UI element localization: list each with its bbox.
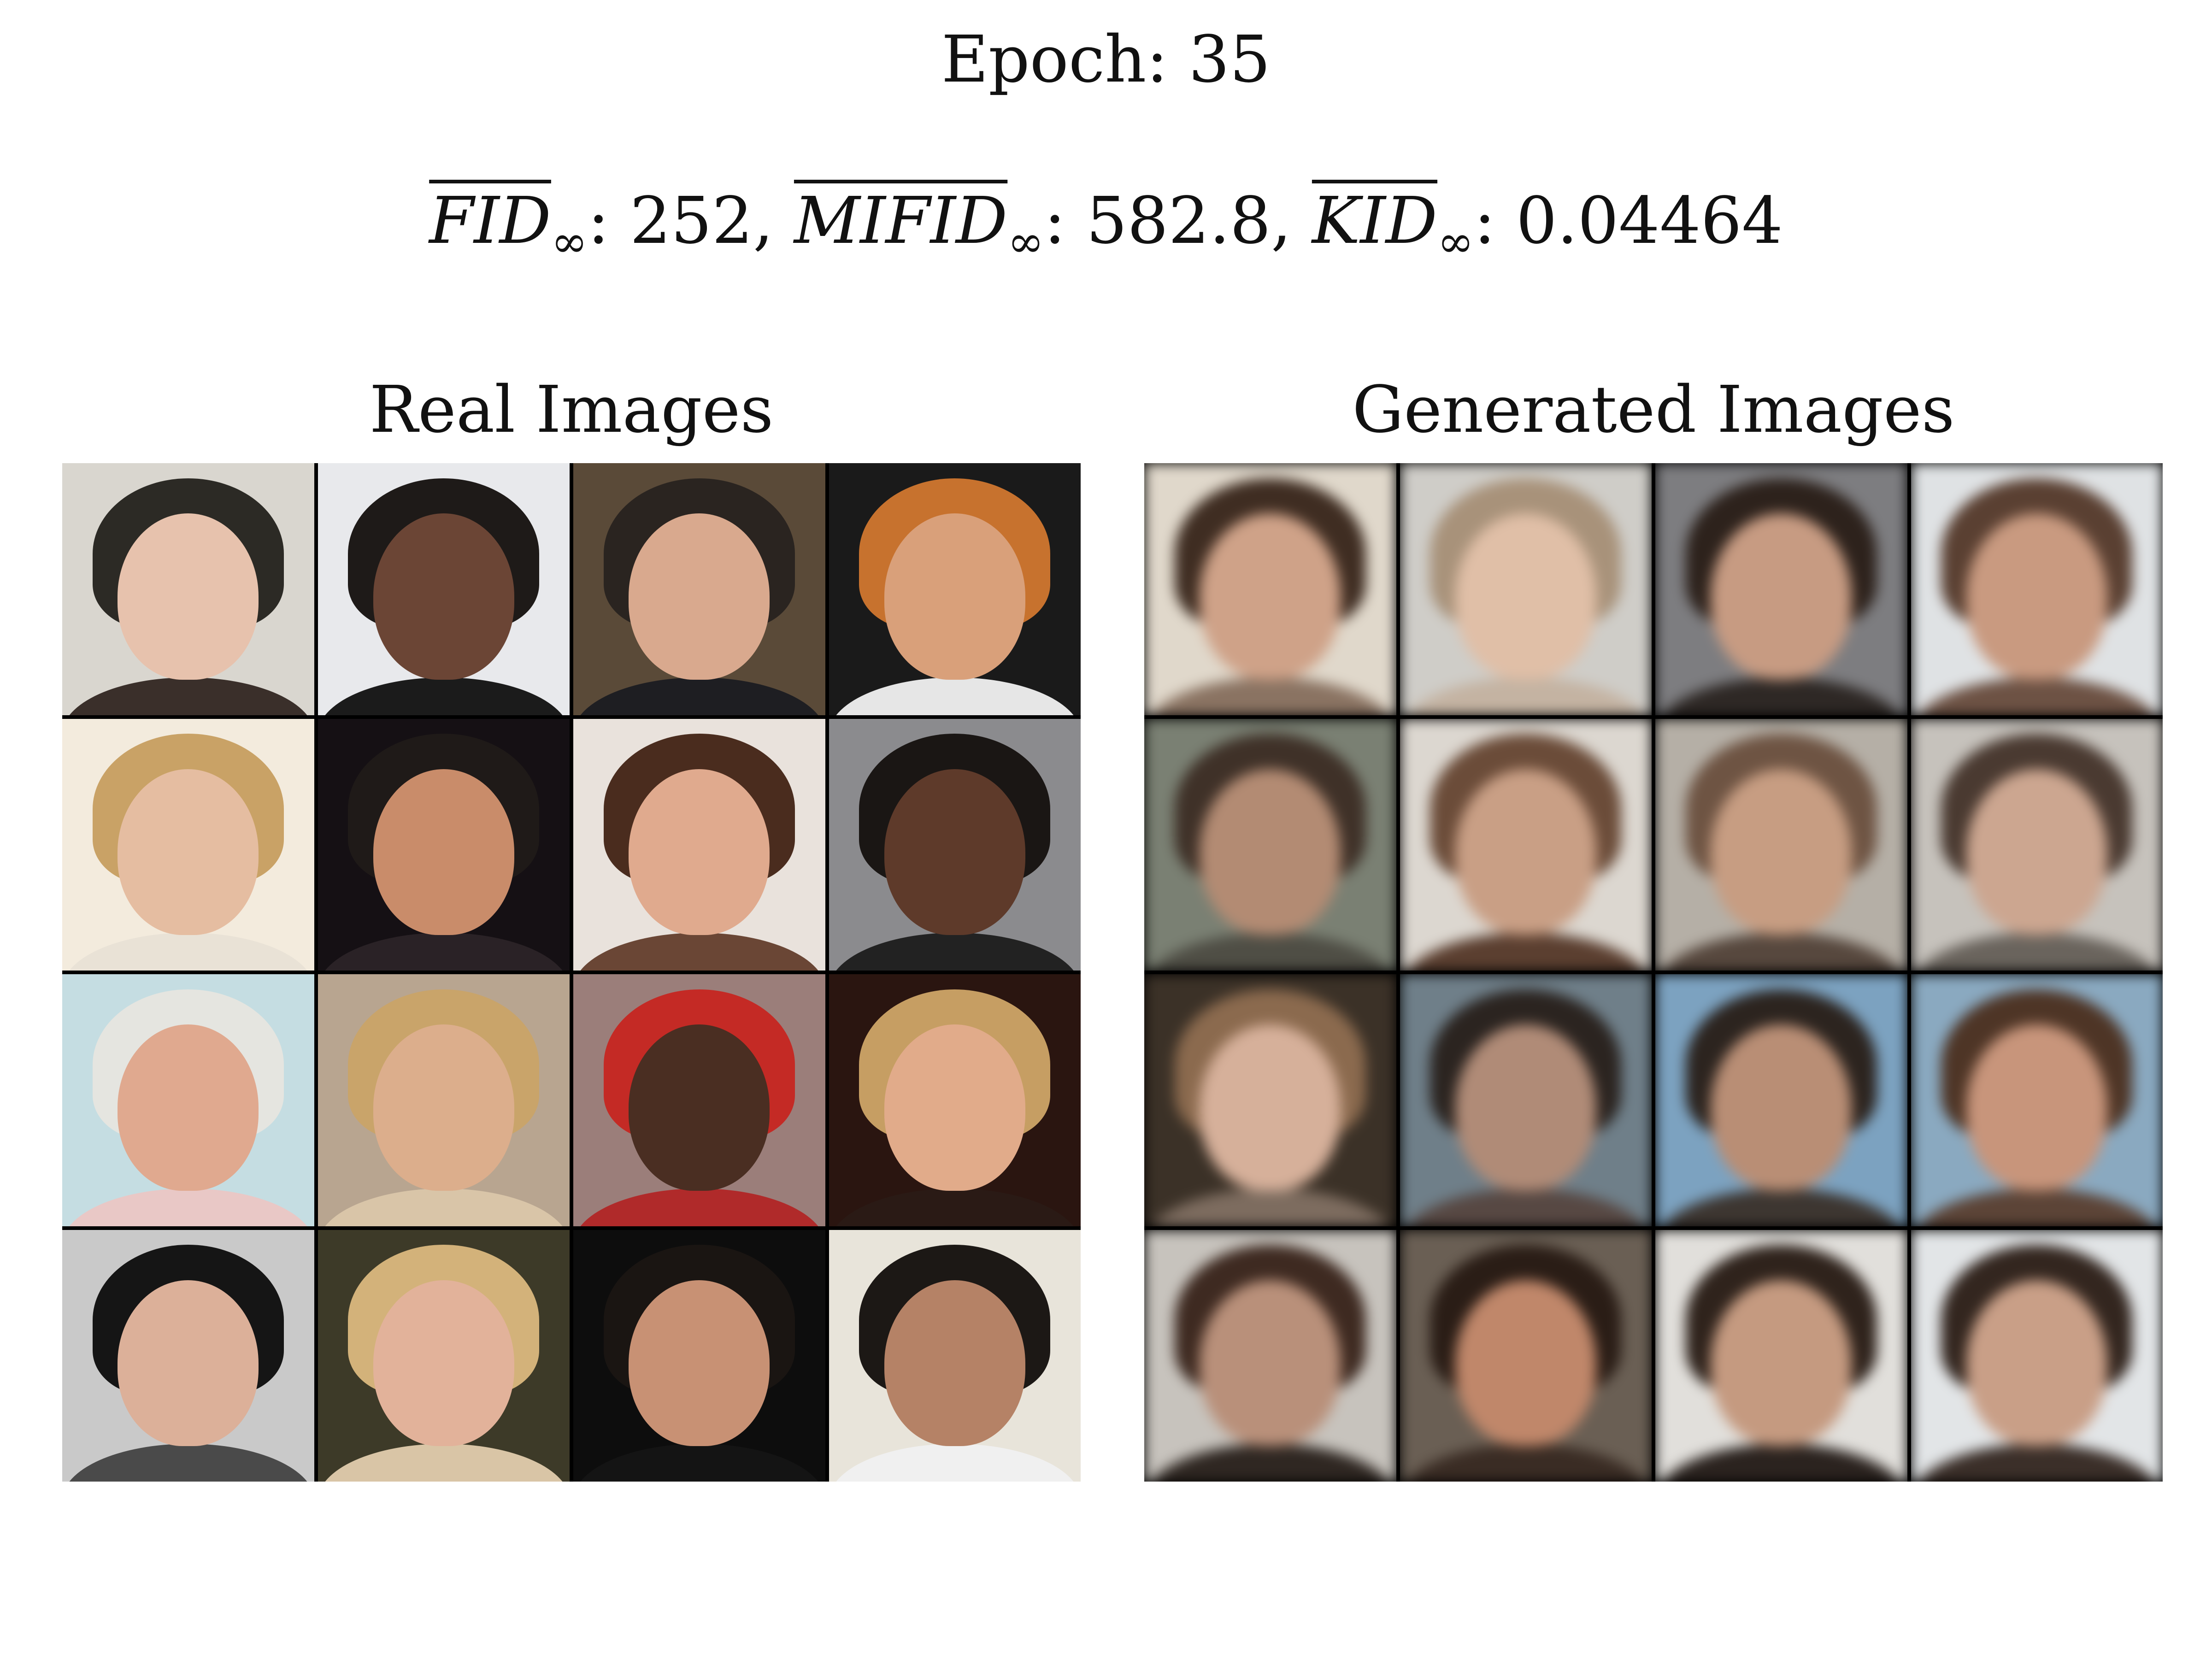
metric-name: FID <box>429 183 551 259</box>
metric-name: KID <box>1312 183 1438 259</box>
real-image-5 <box>62 718 314 971</box>
metric-kid: KID∞: 0.04464 <box>1312 183 1783 267</box>
real-image-4 <box>829 463 1081 715</box>
generated-image-8 <box>1911 718 2163 971</box>
real-image-15 <box>573 1230 825 1482</box>
real-image-1 <box>62 463 314 715</box>
metric-subscript: ∞ <box>1437 217 1474 267</box>
metric-separator: , <box>1271 183 1312 259</box>
metric-subscript: ∞ <box>551 217 588 267</box>
generated-image-6 <box>1400 718 1652 971</box>
generated-image-5 <box>1144 718 1396 971</box>
real-image-8 <box>829 718 1081 971</box>
metric-value: 252 <box>629 183 753 259</box>
generated-images-grid <box>1144 463 2163 1482</box>
generated-image-12 <box>1911 974 2163 1226</box>
generated-image-16 <box>1911 1230 2163 1482</box>
real-images-title: Real Images <box>369 372 774 447</box>
metric-subscript: ∞ <box>1007 217 1044 267</box>
generated-image-7 <box>1655 718 1907 971</box>
metric-value: 0.04464 <box>1516 183 1783 259</box>
real-image-2 <box>318 463 570 715</box>
generated-image-3 <box>1655 463 1907 715</box>
generated-image-11 <box>1655 974 1907 1226</box>
real-image-3 <box>573 463 825 715</box>
metric-fid: FID∞: 252 <box>429 183 753 267</box>
real-image-6 <box>318 718 570 971</box>
real-image-12 <box>829 974 1081 1226</box>
metric-name: MIFID <box>794 183 1008 259</box>
generated-image-1 <box>1144 463 1396 715</box>
real-image-13 <box>62 1230 314 1482</box>
real-image-10 <box>318 974 570 1226</box>
metrics-line: FID∞: 252, MIFID∞: 582.8, KID∞: 0.04464 <box>0 175 2212 288</box>
generated-images-title: Generated Images <box>1352 372 1955 447</box>
generated-image-10 <box>1400 974 1652 1226</box>
real-image-16 <box>829 1230 1081 1482</box>
epoch-title: Epoch: 35 <box>941 22 1271 97</box>
generated-image-2 <box>1400 463 1652 715</box>
real-image-7 <box>573 718 825 971</box>
generated-image-9 <box>1144 974 1396 1226</box>
generated-image-13 <box>1144 1230 1396 1482</box>
generated-image-14 <box>1400 1230 1652 1482</box>
metric-value: 582.8 <box>1086 183 1271 259</box>
real-image-9 <box>62 974 314 1226</box>
real-images-grid <box>62 463 1081 1482</box>
generated-image-4 <box>1911 463 2163 715</box>
generated-image-15 <box>1655 1230 1907 1482</box>
metric-mifid: MIFID∞: 582.8 <box>794 183 1271 267</box>
real-image-11 <box>573 974 825 1226</box>
metric-separator: , <box>753 183 794 259</box>
real-image-14 <box>318 1230 570 1482</box>
